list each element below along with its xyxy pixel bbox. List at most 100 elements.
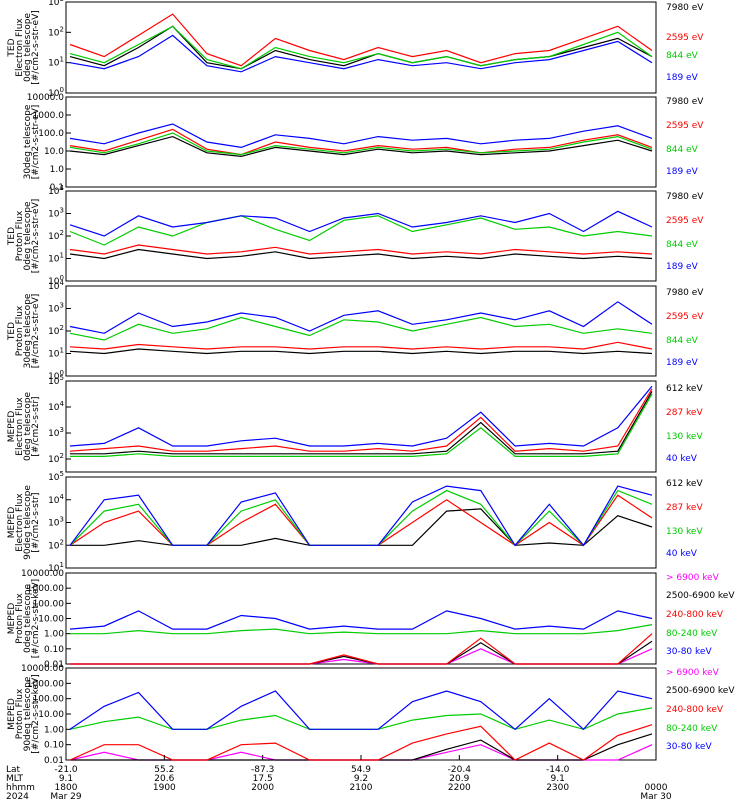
legend-entry: 30-80 keV <box>666 742 712 752</box>
series-line-3 <box>69 724 653 761</box>
series-line-2 <box>69 341 653 350</box>
panel-frame <box>65 285 657 377</box>
series-line-2 <box>69 128 653 156</box>
series-line-2 <box>69 388 653 452</box>
x-tick-label: 0000 <box>645 783 668 793</box>
series-line-1 <box>69 248 653 260</box>
legend-entry: 189 eV <box>666 358 699 368</box>
y-tick-label: 0.10 <box>44 645 64 655</box>
series-line-4 <box>69 123 653 149</box>
legend-entry: 80-240 keV <box>666 724 718 734</box>
y-axis-label: MEPED <box>7 603 17 635</box>
y-tick-label: 0.1 <box>50 183 64 193</box>
y-tick-label: 1000.0 <box>33 111 65 121</box>
y-tick-label: 10.00 <box>38 615 64 625</box>
legend-entry: 2500-6900 keV <box>666 591 735 601</box>
x-row-label: 2024 <box>6 792 29 800</box>
series-line-1 <box>70 648 653 665</box>
y-axis-label: 90deg telescope <box>23 676 33 751</box>
x-tick-label: -14.0 <box>546 765 570 775</box>
series-line-4 <box>69 34 653 73</box>
y-tick-label: 103 <box>48 426 64 439</box>
x-tick-label: -87.3 <box>251 765 274 775</box>
y-axis-label: 0deg telescope <box>23 201 33 271</box>
y-tick-label: 103 <box>48 516 64 529</box>
y-axis-label: 0deg telescope <box>23 392 33 462</box>
series-line-5 <box>69 610 653 630</box>
y-axis-label: TED <box>7 227 17 246</box>
series-line-1 <box>69 348 653 355</box>
y-tick-label: 103 <box>48 302 64 315</box>
legend-entry: 612 keV <box>666 479 703 489</box>
y-tick-label: 0.10 <box>44 741 64 751</box>
x-tick-label: -21.0 <box>54 765 78 775</box>
legend-entry: 2500-6900 keV <box>666 686 735 696</box>
series-line-3 <box>69 25 653 70</box>
legend-entry: 189 eV <box>666 262 699 272</box>
y-tick-label: 103 <box>48 0 64 8</box>
y-tick-label: 10.0 <box>44 147 64 157</box>
y-tick-label: 10000.0 <box>27 93 64 103</box>
legend-entry: 287 keV <box>666 503 703 513</box>
y-axis-label: [#/cm2-s-str] <box>31 396 41 456</box>
series-line-2 <box>69 494 653 547</box>
panel-frame <box>65 476 657 569</box>
y-axis-label: 0deg telescope <box>23 13 33 83</box>
x-tick-label: 54.9 <box>351 765 371 775</box>
series-line-3 <box>69 489 653 547</box>
y-axis-label: Electron Flux <box>15 18 25 77</box>
legend-entry: 40 keV <box>666 454 698 464</box>
y-tick-label: 104 <box>48 493 64 506</box>
y-tick-label: 101 <box>48 347 64 360</box>
y-tick-label: 102 <box>48 452 64 465</box>
y-tick-label: 101 <box>48 56 64 69</box>
legend-entry: 2595 eV <box>666 33 704 43</box>
legend-entry: 844 eV <box>666 51 699 61</box>
legend-entry: 2595 eV <box>666 216 704 226</box>
x-tick-label: 9.2 <box>354 774 368 784</box>
x-tick-label: 55.2 <box>154 765 174 775</box>
y-axis-label: 90deg telescope <box>23 485 33 560</box>
x-tick-label: 2200 <box>448 783 471 793</box>
y-tick-label: 102 <box>48 229 64 242</box>
legend-entry: 80-240 keV <box>666 629 718 639</box>
x-tick-label: 20.6 <box>154 774 174 784</box>
panel-frame <box>65 1 657 94</box>
x-tick-label: 2000 <box>251 783 274 793</box>
y-tick-label: 10.00 <box>38 710 64 720</box>
legend-entry: > 6900 keV <box>666 668 720 678</box>
y-tick-label: 100.0 <box>38 129 64 139</box>
x-tick-label: Mar 29 <box>50 792 82 800</box>
series-line-3 <box>69 132 653 156</box>
y-axis-label: [#/cm2-s-str-eV] <box>31 10 41 85</box>
legend-entry: 2595 eV <box>666 121 704 131</box>
y-axis-label: [#/cm2-s-str] <box>31 492 41 552</box>
legend-entry: 2595 eV <box>666 312 704 322</box>
legend-entry: 130 keV <box>666 527 703 537</box>
series-line-1 <box>69 135 653 158</box>
series-line-4 <box>70 624 653 635</box>
y-tick-label: 102 <box>48 538 64 551</box>
y-tick-label: 10000.00 <box>21 569 64 579</box>
y-axis-label: TED <box>7 322 17 341</box>
legend-entry: 7980 eV <box>666 3 704 13</box>
y-axis-label: [#/cm2-s-str-eV] <box>31 105 41 180</box>
panel-7: 0.01 0.10 1.00 10.00 100.00 1000.00 10000.00 ME… <box>7 569 735 670</box>
y-tick-label: 104 <box>48 400 64 413</box>
y-tick-label: 102 <box>48 25 64 38</box>
panel-8: 0.01 0.10 1.00 10.00 100.00 1000.00 10000.00 ME… <box>7 664 735 766</box>
x-tick-label: 2300 <box>546 783 569 793</box>
y-axis-label: Proton Flux <box>15 305 25 356</box>
y-axis-label: [#/cm2-s-str-keV] <box>31 674 41 753</box>
x-tick-label: 2100 <box>350 783 373 793</box>
y-axis-label: [#/cm2-s-str-eV] <box>31 294 41 369</box>
y-tick-label: 1.00 <box>44 630 64 640</box>
y-axis-label: Proton Flux <box>15 593 25 644</box>
series-line-2 <box>69 13 653 67</box>
series-line-2 <box>70 640 653 665</box>
series-line-4 <box>69 485 653 547</box>
